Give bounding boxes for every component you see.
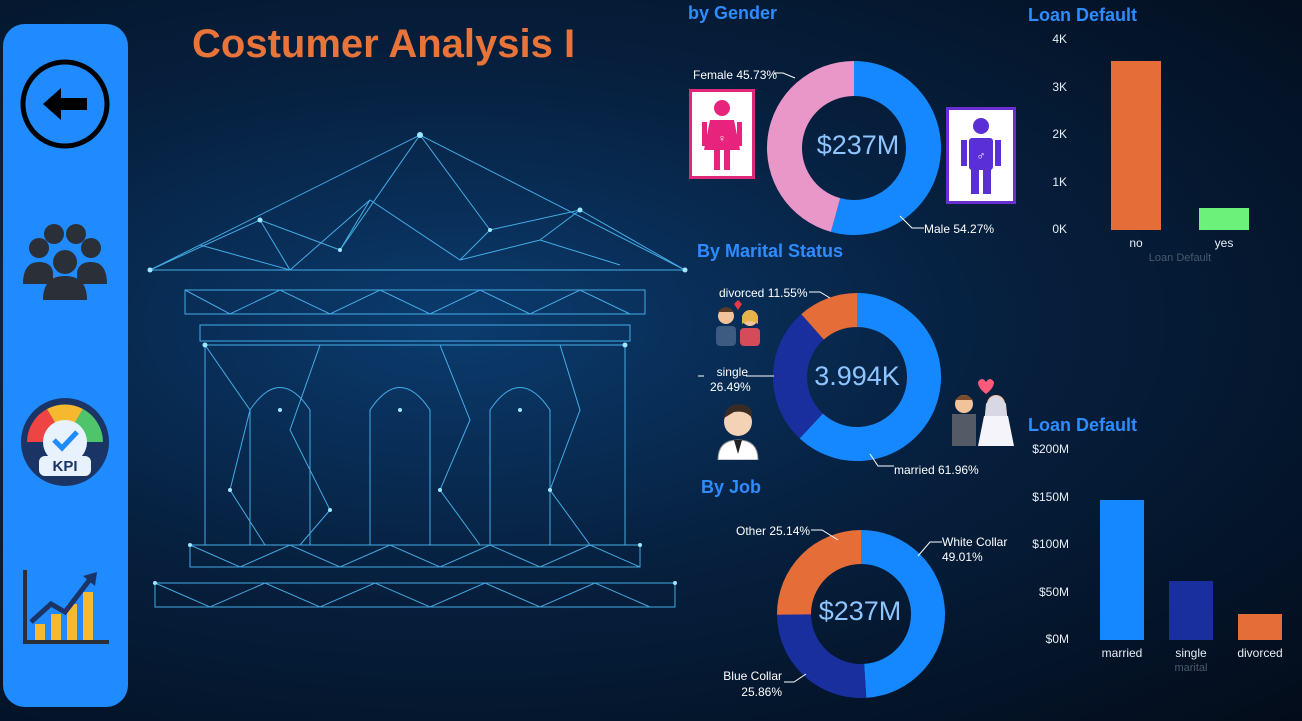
page-title: Costumer Analysis I — [192, 22, 576, 66]
female-leader-line — [774, 72, 796, 79]
customers-nav-button[interactable] — [17, 214, 113, 310]
y-tick-label: $100M — [1032, 537, 1069, 551]
job-donut — [777, 530, 945, 698]
male-slice — [830, 61, 942, 235]
job-total-value: $237M — [818, 596, 902, 626]
y-tick-label: $150M — [1032, 489, 1069, 504]
sidebar-nav: KPI — [3, 24, 128, 707]
x-tick-label: single — [1175, 646, 1207, 660]
male-icon: ♂ — [961, 118, 1001, 194]
gender-donut — [767, 61, 942, 235]
other-slice — [777, 530, 861, 615]
x-tick-label: divorced — [1237, 646, 1283, 660]
gender-section-title: by Gender — [688, 3, 778, 23]
trend-nav-button[interactable] — [17, 564, 113, 660]
white-collar-label: White Collar — [942, 535, 1008, 549]
x-axis-title: marital — [1174, 662, 1208, 674]
y-tick-label: $50M — [1038, 584, 1069, 599]
y-tick-label: $200M — [1032, 442, 1069, 456]
divorced-leader-line — [809, 291, 831, 299]
other-leader-line — [811, 529, 839, 541]
back-arrow-icon — [20, 59, 110, 149]
x-axis-title: Loan Default — [1148, 252, 1212, 264]
loan-default-amount-chart: $0M $50M $100M $150M $200M married single divor… — [1020, 440, 1290, 680]
x-tick-label: no — [1129, 236, 1143, 250]
married-slice — [799, 293, 941, 461]
loan-default-count-chart: 0K 1K 2K 3K 4K no yes Loan Default — [1028, 30, 1278, 270]
marital-total-value: 3.994K — [814, 361, 900, 391]
y-tick-label: 1K — [1052, 174, 1067, 189]
divorced-slice — [801, 293, 857, 340]
loan-default-count-title: Loan Default — [1028, 5, 1138, 25]
y-tick-label: 4K — [1052, 32, 1067, 46]
y-tick-label: 3K — [1052, 79, 1067, 94]
gender-total-value: $237M — [816, 130, 900, 160]
y-tick-label: 2K — [1052, 127, 1067, 141]
white-collar-leader-line — [917, 541, 942, 557]
svg-text:♂: ♂ — [977, 149, 986, 163]
married-leader-line — [869, 453, 894, 467]
female-slice — [767, 61, 854, 232]
blue-collar-label: Blue Collar — [723, 669, 782, 683]
white-collar-share-label: 49.01% — [942, 550, 983, 564]
back-button[interactable] — [17, 56, 113, 152]
blue-collar-share-label: 25.86% — [741, 685, 782, 699]
y-tick-label: $0M — [1045, 632, 1069, 646]
x-tick-label: married — [1101, 646, 1143, 660]
female-icon-card: ♀ — [689, 89, 755, 179]
female-icon: ♀ — [702, 100, 742, 170]
female-share-label: Female 45.73% — [693, 68, 778, 82]
kpi-gauge-icon: KPI — [21, 398, 109, 486]
bank-building-illustration — [147, 132, 688, 608]
single-share-label: 26.49% — [710, 380, 751, 394]
wedding-couple-icon — [952, 379, 1014, 446]
blue-collar-leader-line — [784, 673, 807, 683]
single-man-icon — [717, 404, 759, 460]
bar-single[interactable] — [1169, 581, 1213, 640]
bar-no[interactable] — [1111, 61, 1161, 230]
marital-donut — [773, 293, 941, 461]
marital-section-title: By Marital Status — [697, 241, 844, 261]
x-tick-label: yes — [1214, 236, 1234, 250]
male-icon-card: ♂ — [946, 107, 1016, 204]
bar-divorced[interactable] — [1238, 614, 1282, 640]
male-leader-line — [899, 215, 924, 229]
svg-text:♀: ♀ — [718, 133, 726, 145]
job-section-title: By Job — [701, 477, 762, 497]
married-share-label: married 61.96% — [894, 463, 979, 477]
kpi-nav-button[interactable]: KPI — [17, 394, 113, 490]
people-group-icon — [23, 224, 107, 300]
male-share-label: Male 54.27% — [924, 222, 995, 236]
single-label: single — [716, 365, 748, 379]
divorced-couple-icon — [716, 300, 760, 346]
y-tick-label: 0K — [1052, 222, 1067, 236]
divorced-share-label: divorced 11.55% — [719, 286, 808, 300]
blue-collar-slice — [777, 614, 867, 698]
growth-chart-icon — [23, 570, 109, 644]
loan-default-amount-title: Loan Default — [1028, 415, 1138, 435]
single-leader-line — [698, 375, 774, 377]
other-share-label: Other 25.14% — [736, 524, 811, 538]
bar-yes[interactable] — [1199, 207, 1249, 230]
kpi-badge-text: KPI — [52, 458, 77, 475]
single-slice — [773, 314, 824, 439]
bar-married[interactable] — [1100, 500, 1144, 640]
white-collar-slice — [861, 530, 945, 698]
